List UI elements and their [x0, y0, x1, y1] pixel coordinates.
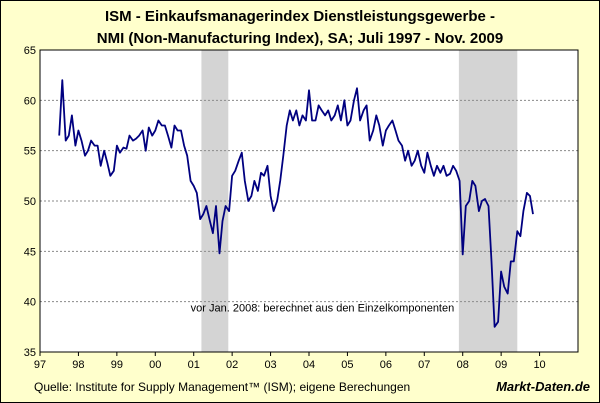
y-tick-label-40: 40	[24, 297, 36, 309]
x-tick-label-10: 10	[533, 359, 545, 371]
x-tick-label-99: 99	[111, 359, 123, 371]
x-tick-label-03: 03	[264, 359, 276, 371]
y-tick-label-35: 35	[24, 347, 36, 359]
x-tick-label-00: 00	[149, 359, 161, 371]
y-tick-label-55: 55	[24, 146, 36, 158]
x-tick-label-04: 04	[303, 359, 315, 371]
x-tick-label-07: 07	[418, 359, 430, 371]
y-tick-label-60: 60	[24, 95, 36, 107]
y-tick-label-45: 45	[24, 246, 36, 258]
y-tick-label-50: 50	[24, 196, 36, 208]
x-tick-label-01: 01	[188, 359, 200, 371]
source-note: Quelle: Institute for Supply Management™…	[34, 380, 411, 394]
annotation-text: vor Jan. 2008: berechnet aus den Einzelk…	[191, 303, 455, 315]
x-tick-label-02: 02	[226, 359, 238, 371]
x-tick-label-98: 98	[72, 359, 84, 371]
nmi-series-line	[58, 79, 534, 328]
chart-title-line-1: ISM - Einkaufsmanagerindex Dienstleistun…	[104, 8, 496, 25]
x-tick-label-97: 97	[34, 359, 46, 371]
x-tick-label-09: 09	[495, 359, 507, 371]
x-tick-label-08: 08	[457, 359, 469, 371]
x-tick-label-05: 05	[341, 359, 353, 371]
brand-logo-text: Markt-Daten.de	[496, 379, 590, 394]
chart-title-line-2: NMI (Non-Manufacturing Index), SA; Juli …	[96, 30, 504, 47]
y-tick-label-65: 65	[24, 45, 36, 57]
x-tick-label-06: 06	[380, 359, 392, 371]
